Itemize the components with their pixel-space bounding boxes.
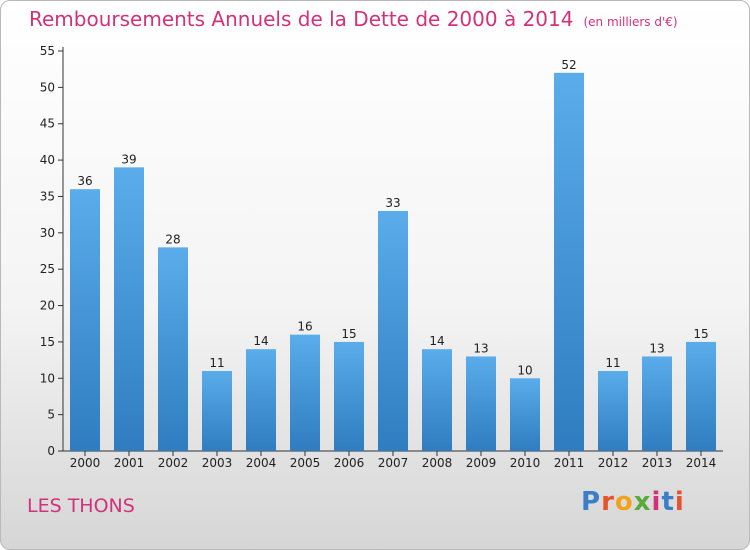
bar-2010[interactable] <box>510 378 540 451</box>
bar-2003[interactable] <box>202 371 232 451</box>
data-label-2014: 15 <box>693 327 708 341</box>
x-tick-label-2004: 2004 <box>246 456 277 470</box>
y-tick-label: 10 <box>40 371 55 385</box>
bar-2014[interactable] <box>686 341 716 451</box>
logo-letter: i <box>651 487 662 517</box>
x-tick-label-2009: 2009 <box>466 456 497 470</box>
y-tick-label: 45 <box>40 117 55 131</box>
x-tick-label-2001: 2001 <box>114 456 145 470</box>
bar-2004[interactable] <box>246 349 276 451</box>
y-tick-label: 15 <box>40 335 55 349</box>
y-tick-label: 50 <box>40 80 55 94</box>
data-label-2004: 14 <box>253 334 268 348</box>
commune-name: LES THONS <box>27 495 135 517</box>
y-tick-label: 0 <box>47 444 55 458</box>
bar-2011[interactable] <box>554 72 584 452</box>
proxiti-logo[interactable]: Proxiti <box>581 489 685 515</box>
y-tick-label: 35 <box>40 189 55 203</box>
title-text: Remboursements Annuels de la Dette de 20… <box>29 7 574 31</box>
data-label-2012: 11 <box>605 356 620 370</box>
logo-letter: x <box>633 487 652 517</box>
data-label-2008: 14 <box>429 334 444 348</box>
y-tick-label: 40 <box>40 153 55 167</box>
chart-subtitle: (en milliers d'€) <box>583 15 678 29</box>
y-tick-label: 55 <box>40 44 55 58</box>
bar-2000[interactable] <box>70 189 100 451</box>
logo-letter: i <box>674 487 685 517</box>
data-label-2007: 33 <box>385 196 400 210</box>
logo-letter: r <box>601 487 615 517</box>
data-label-2000: 36 <box>77 174 92 188</box>
x-tick-label-2014: 2014 <box>686 456 717 470</box>
data-label-2011: 52 <box>561 58 576 72</box>
x-tick-label-2013: 2013 <box>642 456 673 470</box>
x-tick-label-2000: 2000 <box>70 456 101 470</box>
data-label-2006: 15 <box>341 327 356 341</box>
y-tick-label: 5 <box>47 408 55 422</box>
bar-2012[interactable] <box>598 371 628 451</box>
data-label-2003: 11 <box>209 356 224 370</box>
y-tick-label: 25 <box>40 262 55 276</box>
data-label-2005: 16 <box>297 320 312 334</box>
bar-2013[interactable] <box>642 356 672 451</box>
data-label-2009: 13 <box>473 341 488 355</box>
x-tick-label-2003: 2003 <box>202 456 233 470</box>
x-tick-label-2005: 2005 <box>290 456 321 470</box>
x-tick-label-2008: 2008 <box>422 456 453 470</box>
bar-2005[interactable] <box>290 334 320 451</box>
x-tick-label-2007: 2007 <box>378 456 409 470</box>
y-tick-label: 20 <box>40 299 55 313</box>
chart-title: Remboursements Annuels de la Dette de 20… <box>29 7 678 31</box>
bar-2008[interactable] <box>422 349 452 451</box>
bar-2009[interactable] <box>466 356 496 451</box>
data-label-2010: 10 <box>517 363 532 377</box>
x-tick-label-2010: 2010 <box>510 456 541 470</box>
x-tick-label-2011: 2011 <box>554 456 585 470</box>
logo-letter: o <box>614 487 634 517</box>
data-label-2013: 13 <box>649 341 664 355</box>
logo-letter: t <box>661 487 675 517</box>
bar-2002[interactable] <box>158 247 188 451</box>
bar-2007[interactable] <box>378 211 408 451</box>
logo-letter: P <box>581 487 602 517</box>
bar-2006[interactable] <box>334 341 364 451</box>
x-tick-label-2012: 2012 <box>598 456 629 470</box>
bar-2001[interactable] <box>114 167 144 451</box>
data-label-2001: 39 <box>121 152 136 166</box>
x-tick-label-2006: 2006 <box>334 456 365 470</box>
y-tick-label: 30 <box>40 226 55 240</box>
data-label-2002: 28 <box>165 232 180 246</box>
x-tick-label-2002: 2002 <box>158 456 189 470</box>
